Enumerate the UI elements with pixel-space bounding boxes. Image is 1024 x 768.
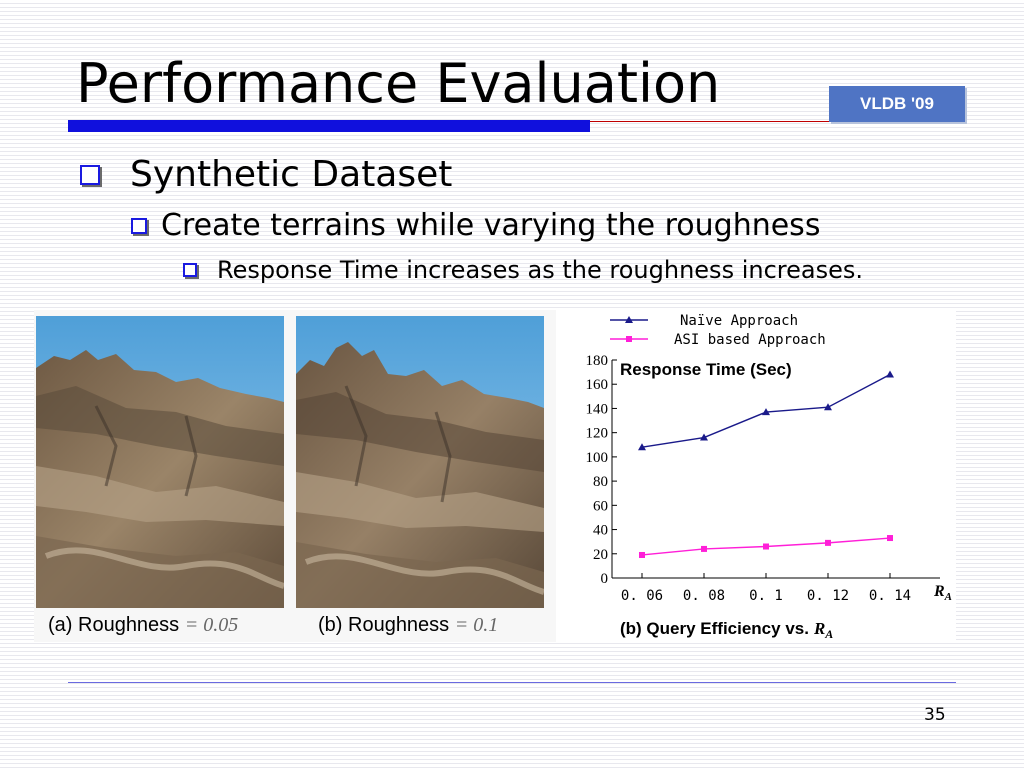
bullet-text: Response Time increases as the roughness… <box>217 256 863 284</box>
caption-b-value: = 0.1 <box>454 614 499 636</box>
y-tick-label: 80 <box>593 474 608 490</box>
x-tick-label: 0. 06 <box>621 588 663 604</box>
x-tick-label: 0. 1 <box>749 588 783 604</box>
chart-caption: (b) Query Efficiency vs. RA <box>620 619 833 640</box>
data-point <box>824 403 832 411</box>
caption-a: (a) Roughness = 0.05 <box>48 614 238 637</box>
caption-b-label: (b) Roughness <box>318 614 450 636</box>
data-point <box>825 539 831 546</box>
title-underline <box>68 120 590 132</box>
data-point <box>763 543 769 550</box>
title-rule <box>590 121 958 122</box>
y-tick-label: 40 <box>593 523 608 539</box>
bullet-level-2: Create terrains while varying the roughn… <box>131 208 820 243</box>
response-time-chart: Naïve Approach ASI based Approach Respons… <box>586 313 953 641</box>
data-point <box>762 408 770 416</box>
conference-badge: VLDB '09 <box>829 86 965 122</box>
chart-legend: Naïve Approach ASI based Approach <box>610 313 826 348</box>
slide-title: Performance Evaluation <box>76 52 721 115</box>
bullet-text: Synthetic Dataset <box>130 154 453 195</box>
checkbox-bullet-icon <box>183 263 197 277</box>
legend-label: Naïve Approach <box>680 313 798 329</box>
bullet-text: Create terrains while varying the roughn… <box>161 208 821 243</box>
checkbox-bullet-icon <box>131 217 147 234</box>
caption-a-label: (a) Roughness <box>48 614 180 636</box>
data-point <box>886 370 894 378</box>
legend-marker <box>626 336 632 342</box>
chart-caption-var: R <box>813 619 825 638</box>
terrain-image-a <box>36 316 284 608</box>
checkbox-bullet-icon <box>80 164 100 185</box>
bullet-level-1: Synthetic Dataset <box>80 154 452 195</box>
x-axis-sub: A <box>944 591 952 603</box>
y-tick-label: 20 <box>593 547 608 563</box>
y-tick-label: 120 <box>586 426 609 442</box>
x-tick-label: 0. 08 <box>683 588 725 604</box>
terrain-image-b <box>296 316 544 608</box>
chart-caption-sub: A <box>824 627 833 640</box>
y-tick-label: 160 <box>586 377 609 393</box>
x-tick-label: 0. 12 <box>807 588 849 604</box>
chart-panel: Naïve Approach ASI based Approach Respons… <box>556 308 956 641</box>
caption-b: (b) Roughness = 0.1 <box>318 614 498 637</box>
bullet-level-3: Response Time increases as the roughness… <box>183 256 863 284</box>
footer-rule <box>68 682 956 683</box>
y-tick-label: 140 <box>586 401 609 417</box>
caption-a-value: = 0.05 <box>184 614 239 636</box>
data-point <box>887 535 893 542</box>
data-point <box>639 551 645 558</box>
terrain-figure: (a) Roughness = 0.05 (b) Roughness = 0.1 <box>34 310 556 642</box>
chart-caption-text: (b) Query Efficiency vs. <box>620 619 809 638</box>
y-tick-label: 60 <box>593 498 608 514</box>
y-tick-label: 180 <box>586 353 609 369</box>
x-tick-label: 0. 14 <box>869 588 911 604</box>
y-tick-label: 0 <box>601 571 609 587</box>
x-axis-label: RA <box>933 583 952 603</box>
data-point <box>700 433 708 441</box>
legend-marker <box>625 316 633 323</box>
x-axis-var: R <box>933 583 945 600</box>
legend-label: ASI based Approach <box>674 332 826 348</box>
data-point <box>638 443 646 451</box>
chart-title: Response Time (Sec) <box>620 360 792 379</box>
y-tick-label: 100 <box>586 450 609 466</box>
page-number: 35 <box>924 705 946 725</box>
data-point <box>701 545 707 552</box>
